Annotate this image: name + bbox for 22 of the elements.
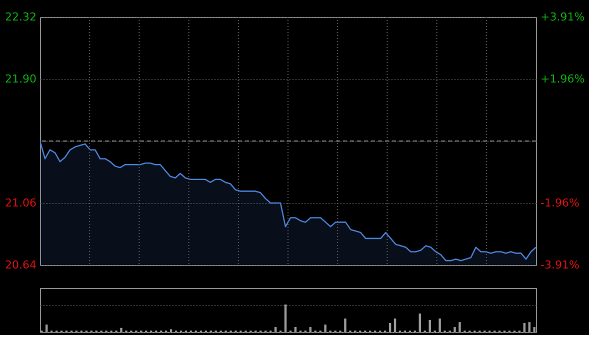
bar <box>533 327 536 332</box>
y2-tick-label: +1.96% <box>540 72 585 86</box>
y2-tick-label: -1.96% <box>540 196 580 210</box>
y2-tick-label: -3.91% <box>540 258 580 272</box>
y-tick-label: 21.90 <box>5 72 36 86</box>
bar <box>344 318 346 332</box>
bar <box>294 327 297 332</box>
y-tick-label: 21.06 <box>5 196 36 210</box>
bar <box>428 320 431 332</box>
bar <box>324 324 326 332</box>
bar <box>454 327 456 332</box>
bar <box>309 327 312 332</box>
y2-tick-label: +3.91% <box>540 10 585 24</box>
bar <box>45 324 48 332</box>
bar <box>120 328 122 332</box>
bar <box>418 314 422 332</box>
bar <box>274 327 277 332</box>
bar <box>528 322 531 332</box>
bar <box>438 318 441 332</box>
y-tick-label: 22.32 <box>5 10 36 24</box>
y-tick-label: 20.64 <box>5 258 36 272</box>
bar <box>458 322 461 332</box>
